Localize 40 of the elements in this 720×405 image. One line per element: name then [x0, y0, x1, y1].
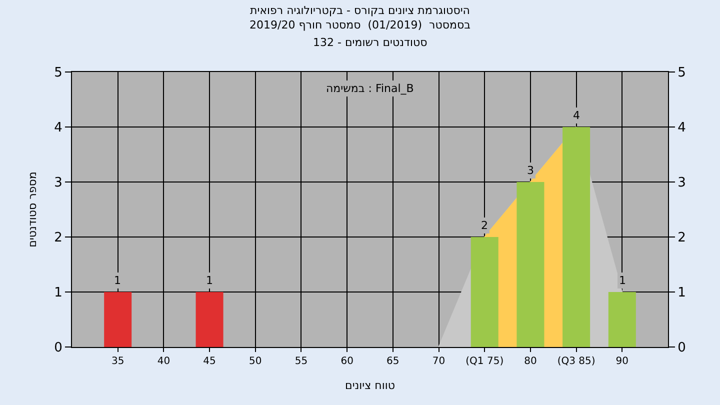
chart-title: היסטוגרמת ציונים בקורס - בקטריולוגיה רפואית: [250, 4, 470, 18]
y-tick-label: 0: [54, 340, 62, 356]
y2-tick-label: 5: [678, 66, 686, 81]
x-tick-label: 40: [157, 356, 170, 367]
data-label: 4: [573, 109, 580, 122]
data-label: 3: [527, 164, 534, 177]
x-tick-label: 70: [432, 356, 446, 367]
y2-tick-label: 3: [678, 176, 686, 191]
x-tick-label: 60: [340, 356, 354, 367]
x-tick-label: 90: [616, 356, 629, 367]
x-tick-label: 45: [203, 356, 216, 367]
annotation: במשימה : Final_B: [326, 82, 414, 95]
y-tick-label: 2: [54, 230, 62, 246]
y2-tick-label: 2: [678, 230, 686, 246]
x-axis-title: טווח ציונים: [345, 379, 395, 392]
data-label: 1: [619, 274, 626, 287]
x-tick-label: (Q3 85): [557, 356, 596, 367]
y-axis-title: מספר סטודנטים: [26, 172, 39, 248]
x-tick-label: (Q1 75): [466, 356, 504, 367]
x-tick-label: 65: [386, 356, 400, 367]
y2-tick-label: 0: [678, 340, 686, 356]
bar: [470, 237, 498, 347]
y-tick-label: 1: [54, 286, 62, 301]
x-tick-label: 50: [249, 356, 262, 367]
y2-tick-label: 4: [678, 120, 686, 136]
data-label: 2: [481, 219, 488, 232]
bar: [608, 292, 636, 347]
data-label: 1: [114, 274, 121, 287]
y-tick-label: 3: [54, 176, 62, 191]
bar: [196, 292, 224, 347]
bar: [104, 292, 132, 347]
y-tick-label: 4: [54, 120, 62, 136]
x-tick-label: 80: [524, 356, 537, 367]
x-tick-label: 35: [111, 356, 124, 367]
y-tick-label: 5: [54, 66, 62, 81]
data-label: 1: [206, 274, 213, 287]
y2-tick-label: 1: [678, 286, 686, 301]
x-tick-label: 55: [294, 356, 308, 367]
text: סטודנטים רשומים - 132: [313, 36, 428, 49]
chart-subtitle: בסמסטר (01/2019) סמסטר חורף 2019/20: [250, 18, 470, 32]
